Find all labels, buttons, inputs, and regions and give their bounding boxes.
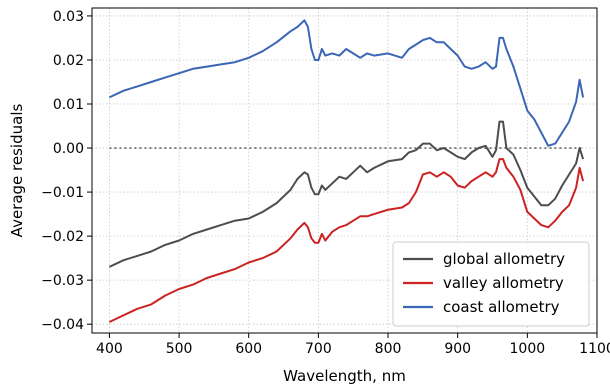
series-line-global-allometry bbox=[108, 120, 585, 268]
x-tick-label: 700 bbox=[305, 341, 332, 357]
y-tick-label: −0.03 bbox=[41, 273, 84, 289]
y-tick-label: 0.02 bbox=[53, 53, 84, 69]
legend: global allometry valley allometry coast al… bbox=[392, 241, 590, 327]
legend-label-coast-allometry: coast allometry bbox=[443, 298, 560, 316]
x-axis-label: Wavelength, nm bbox=[283, 367, 406, 385]
series-group bbox=[108, 19, 585, 323]
x-tick-label: 1100 bbox=[579, 341, 610, 357]
legend-label-valley-allometry: valley allometry bbox=[443, 274, 564, 292]
legend-box bbox=[392, 241, 590, 327]
y-tick-label: −0.02 bbox=[41, 229, 84, 245]
series-line-valley-allometry bbox=[108, 158, 585, 323]
y-axis-label: Average residuals bbox=[8, 104, 26, 238]
y-tick-label: −0.01 bbox=[41, 185, 84, 201]
series-line-coast-allometry bbox=[108, 19, 585, 147]
legend-label-global-allometry: global allometry bbox=[443, 250, 565, 268]
x-tick-label: 400 bbox=[96, 341, 123, 357]
x-axis: 400 500 600 700 800 900 1000 1100 bbox=[96, 333, 610, 357]
y-tick-label: −0.04 bbox=[41, 317, 84, 333]
x-tick-label: 500 bbox=[166, 341, 193, 357]
plot-frame bbox=[91, 7, 598, 334]
y-tick-label: 0.01 bbox=[53, 97, 84, 113]
x-tick-label: 600 bbox=[235, 341, 262, 357]
y-tick-label: 0.00 bbox=[53, 141, 84, 157]
x-tick-label: 900 bbox=[444, 341, 471, 357]
y-tick-label: 0.03 bbox=[53, 9, 84, 25]
x-tick-label: 800 bbox=[375, 341, 402, 357]
x-tick-label: 1000 bbox=[510, 341, 546, 357]
y-axis: −0.04 −0.03 −0.02 −0.01 0.00 0.01 0.02 0.03 bbox=[41, 9, 92, 333]
